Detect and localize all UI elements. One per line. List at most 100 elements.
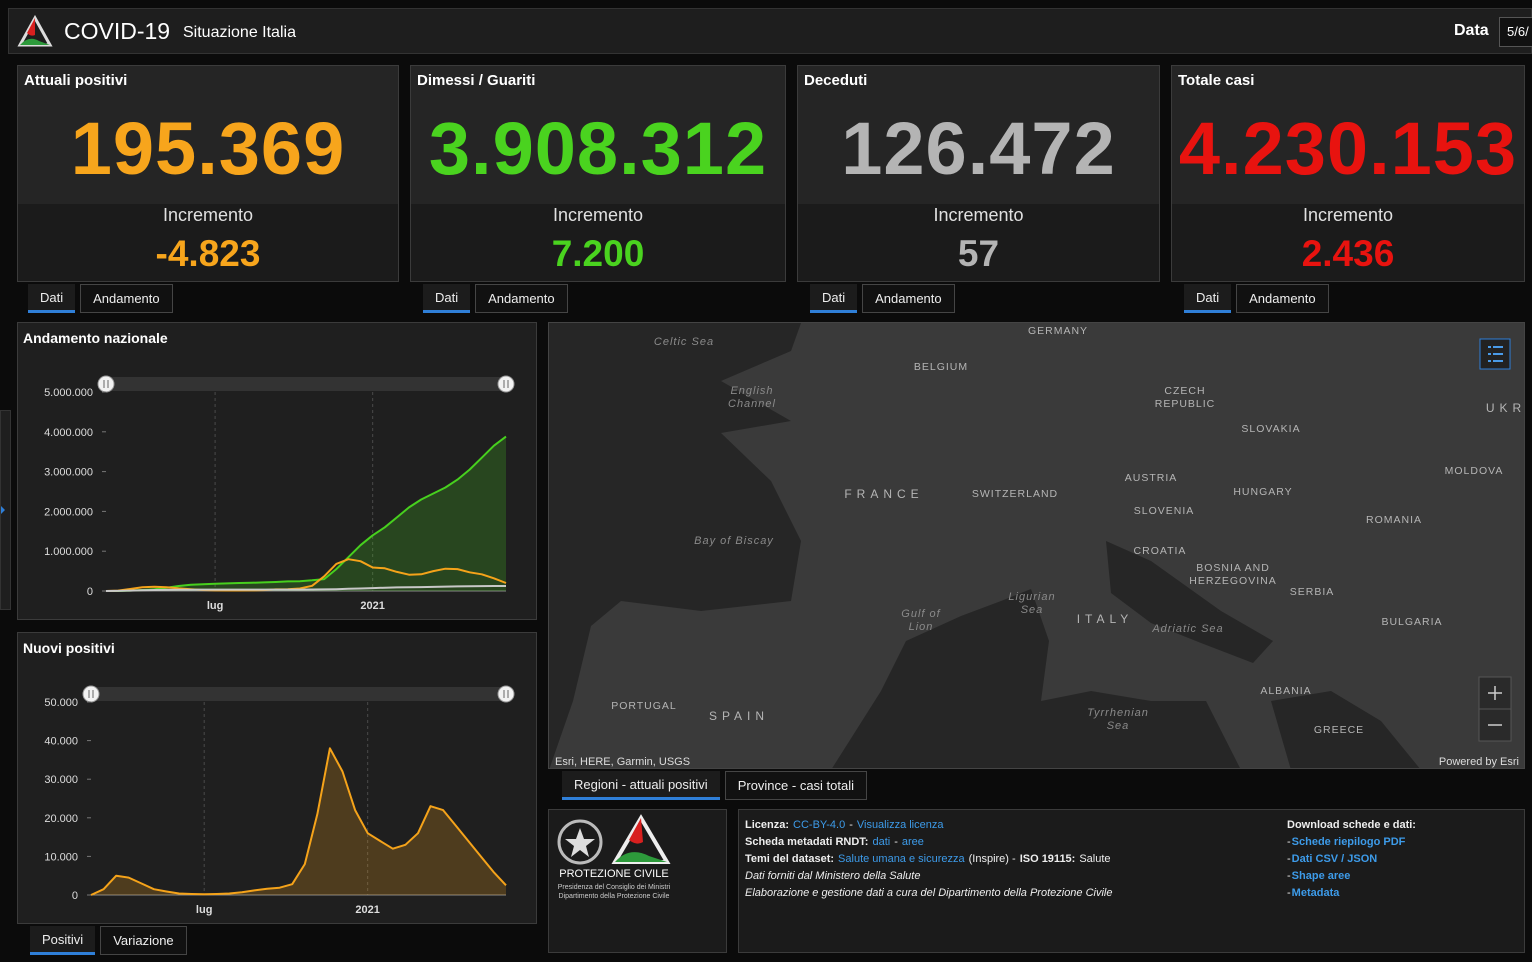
y-tick-label: 0 xyxy=(87,586,93,598)
map-label: SLOVAKIA xyxy=(1241,423,1300,435)
info-line: Dati forniti dal Ministero della Salute xyxy=(745,868,1524,885)
card-value: 126.472 xyxy=(841,107,1116,190)
download-link[interactable]: Schede riepilogo PDF xyxy=(1291,836,1406,848)
tab[interactable]: Province - casi totali xyxy=(724,771,868,800)
handle-grip xyxy=(503,380,509,388)
info-line: Elaborazione e gestione dati a cura del … xyxy=(745,885,1524,902)
map-label: ROMANIA xyxy=(1366,514,1422,526)
info-line: Temi del dataset: Salute umana e sicurezz… xyxy=(745,851,1524,868)
map-label: CROATIA xyxy=(1134,545,1187,557)
map-label: BOSNIA AND xyxy=(1196,562,1270,574)
info-link[interactable]: Salute umana e sicurezza xyxy=(838,853,965,865)
increment-value: 2.436 xyxy=(1301,233,1395,274)
tab[interactable]: Dati xyxy=(810,284,858,313)
app-subtitle: Situazione Italia xyxy=(183,24,296,41)
download-link[interactable]: Metadata xyxy=(1291,887,1340,899)
y-tick-label: 30.000 xyxy=(44,774,78,786)
app-title: COVID-19 xyxy=(64,18,171,44)
tab[interactable]: Variazione xyxy=(100,926,187,955)
info-link[interactable]: dati xyxy=(872,836,891,848)
tab[interactable]: Andamento xyxy=(80,284,173,313)
info-link[interactable]: Visualizza licenza xyxy=(856,819,944,831)
logo: PROTEZIONE CIVILE Presidenza del Consigli… xyxy=(557,814,671,900)
logo-name: PROTEZIONE CIVILE xyxy=(559,868,668,880)
card-title: Deceduti xyxy=(804,72,868,89)
info-text: Dati forniti dal Ministero della Salute xyxy=(745,870,921,882)
slider-handle xyxy=(497,375,515,393)
info-text: (Inspire) - xyxy=(968,853,1016,865)
x-tick-label: 2021 xyxy=(355,904,379,916)
info-line: Licenza: CC-BY-4.0- Visualizza licenza xyxy=(745,817,1524,834)
tab[interactable]: Dati xyxy=(1184,284,1232,313)
info-text: - xyxy=(849,819,853,831)
map-label: Celtic Sea xyxy=(654,336,714,348)
slider-handle xyxy=(97,375,115,393)
tab[interactable]: Dati xyxy=(28,284,76,313)
increment-value: 57 xyxy=(957,233,1000,274)
side-toggle[interactable] xyxy=(0,410,11,610)
bullet: - xyxy=(1287,870,1291,882)
bullet: - xyxy=(1287,853,1291,865)
map-label: Lion xyxy=(909,621,934,633)
info-text: ISO 19115: xyxy=(1019,853,1076,865)
tab[interactable]: Andamento xyxy=(862,284,955,313)
area-fill xyxy=(91,748,506,895)
map-label: REPUBLIC xyxy=(1155,398,1216,410)
x-tick-label: lug xyxy=(196,904,213,916)
map-label: CZECH xyxy=(1164,385,1205,397)
y-tick-label: 4.000.000 xyxy=(44,427,93,439)
y-tick-label: 3.000.000 xyxy=(44,467,93,479)
map-label: Gulf of xyxy=(901,608,940,620)
chart-title: Nuovi positivi xyxy=(23,640,115,656)
increment-value: 7.200 xyxy=(551,233,645,274)
tab[interactable]: Dati xyxy=(423,284,471,313)
tab-row: Dati Andamento xyxy=(28,284,173,313)
y-tick-label: 2.000.000 xyxy=(44,506,93,518)
info-text: Salute xyxy=(1079,853,1111,865)
map-label: UKR xyxy=(1486,401,1524,415)
bullet: - xyxy=(1287,836,1291,848)
download-item: -Shape aree xyxy=(1287,868,1416,885)
slider-handle xyxy=(497,685,515,703)
kpi-card: Totale casi 4.230.153 Incremento 2.436 xyxy=(1171,65,1525,282)
sea-area xyxy=(549,323,801,768)
tab[interactable]: Andamento xyxy=(1236,284,1329,313)
map-label: HERZEGOVINA xyxy=(1189,575,1276,587)
side-arrow xyxy=(1,506,5,514)
date-input[interactable]: 5/6/ xyxy=(1499,17,1532,47)
tab-row: Regioni - attuali positivi Province - cas… xyxy=(562,771,868,800)
tab[interactable]: Andamento xyxy=(475,284,568,313)
download-link[interactable]: Shape aree xyxy=(1291,870,1351,882)
download-item: -Schede riepilogo PDF xyxy=(1287,834,1416,851)
tab[interactable]: Regioni - attuali positivi xyxy=(562,771,720,800)
map-label: GREECE xyxy=(1314,724,1364,736)
card-title: Dimessi / Guariti xyxy=(417,72,536,89)
bullet: - xyxy=(1287,887,1291,899)
map-label: BELGIUM xyxy=(914,361,968,373)
info-link[interactable]: aree xyxy=(901,836,924,848)
tab-row: Positivi Variazione xyxy=(30,926,187,955)
chart: Andamento nazionale 0 1.000.000 2.000.000 3.… xyxy=(23,330,515,612)
handle-grip xyxy=(88,690,94,698)
series-line xyxy=(90,747,507,896)
info-link[interactable]: CC-BY-4.0 xyxy=(793,819,846,831)
download-item: -Metadata xyxy=(1287,885,1416,902)
zoom-in xyxy=(1488,686,1502,700)
sea-area xyxy=(832,589,1240,768)
chart-title: Andamento nazionale xyxy=(23,330,168,346)
y-tick-label: 50.000 xyxy=(44,697,78,709)
map-label: Sea xyxy=(1021,604,1044,616)
emblem-star xyxy=(565,828,595,857)
increment-label: Incremento xyxy=(162,205,254,225)
tab[interactable]: Positivi xyxy=(30,926,96,955)
area-fill xyxy=(106,436,506,591)
map-label: Tyrrhenian xyxy=(1087,707,1149,719)
sea-area xyxy=(1271,691,1420,768)
card-value: 195.369 xyxy=(70,107,346,190)
tab-row: Dati Andamento xyxy=(1184,284,1329,313)
download-link[interactable]: Dati CSV / JSON xyxy=(1291,853,1378,865)
map-powered: Powered by Esri xyxy=(1439,756,1519,768)
logo-line: Presidenza del Consiglio dei Ministri xyxy=(558,884,671,891)
map-label: SPAIN xyxy=(709,709,769,723)
